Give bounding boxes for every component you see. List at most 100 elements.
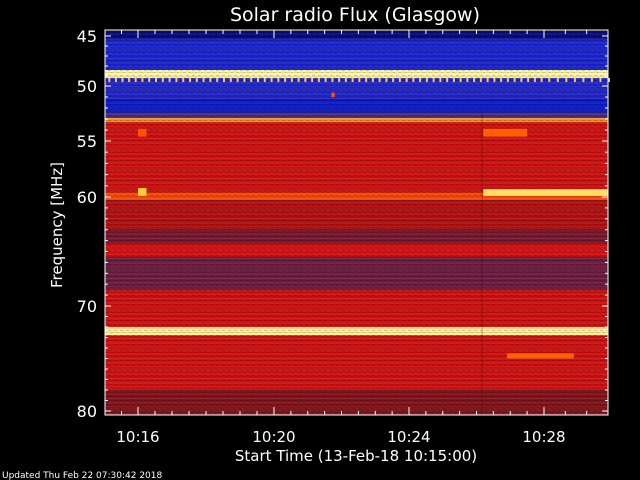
interference-spike [540,78,543,82]
interference-spike [114,78,117,82]
interference-spike [257,78,259,82]
interference-spike [446,78,449,82]
x-tick-label: 10:16 [116,428,159,446]
interference-spike [250,78,253,82]
interference-spike [573,78,576,82]
interference-spike [202,78,205,82]
interference-spike [533,78,536,82]
y-axis: 45 50 55 60 70 80 [77,27,608,421]
y-tick-label: 60 [77,188,97,207]
interference-spike [223,78,225,82]
interference-spike [486,78,489,82]
y-tick-label: 50 [77,77,97,96]
interference-spike [479,78,482,82]
interference-spike [128,78,131,82]
interference-spike [216,78,219,82]
interference-spike [452,78,455,82]
interference-spike [405,78,408,82]
update-footer: Updated Thu Feb 22 07:30:42 2018 [2,471,163,480]
plot-frame [104,29,609,416]
interference-spike [148,78,151,82]
interference-spike [565,78,568,82]
interference-spike [195,78,198,82]
interference-spike [358,78,361,82]
interference-spike [425,78,428,82]
interference-spike [175,78,178,82]
interference-spike [338,78,341,82]
interference-spike [548,78,551,82]
interference-spike [141,78,144,82]
y-tick-label: 45 [77,27,97,46]
chart-title: Solar radio Flux (Glasgow) [230,4,480,26]
spectrum-feature-1 [483,128,528,137]
interference-spike [459,78,462,82]
interference-spike [351,78,354,82]
interference-spike [284,78,287,82]
interference-spike [270,78,273,82]
interference-spike [590,78,593,82]
x-tick-label: 10:20 [252,428,295,446]
interference-spike [513,78,516,82]
interference-spike [311,78,314,82]
interference-spike [209,78,212,82]
interference-spike [243,78,246,82]
interference-spike [466,78,469,82]
x-axis-label: Start Time (13-Feb-18 10:15:00) [235,447,477,465]
spectrum-feature-4 [138,128,147,137]
interference-spike [493,78,496,82]
interference-spike [385,78,388,82]
spectrum-feature-5 [331,92,335,97]
interference-spike [155,78,157,82]
interference-spike [290,78,293,82]
interference-spike [365,78,368,82]
interference-spike [277,78,280,82]
interference-spike [527,78,530,82]
interference-spike [161,78,164,82]
interference-spike [500,78,503,82]
interference-spike [134,78,137,82]
interference-spike [398,78,401,82]
interference-spike [168,78,171,82]
spectrum-feature-2 [506,353,574,359]
spectrum-feature-3 [138,188,147,196]
interference-spike [371,78,374,82]
interference-spike [324,78,327,82]
interference-spike [582,78,585,82]
interference-spike [108,78,111,82]
interference-spike [229,78,232,82]
y-tick-label: 80 [77,402,97,421]
interference-spike [432,78,435,82]
interference-spike [506,78,509,82]
interference-spike [189,78,191,82]
spectrum-feature-0 [483,189,608,196]
interference-spike [439,78,442,82]
interference-spike [344,78,347,82]
x-tick-label: 10:24 [387,428,430,446]
interference-spike [378,78,381,82]
interference-spike [556,78,559,82]
y-tick-label: 70 [77,297,97,316]
y-tick-label: 55 [77,132,97,151]
interference-spike [236,78,239,82]
interference-spike [304,78,307,82]
interference-spike [121,78,124,82]
interference-spike [331,78,334,82]
interference-spike [608,78,610,82]
time-discontinuity [481,112,483,416]
interference-spike [263,78,266,82]
interference-spike [419,78,422,82]
interference-spike [392,78,395,82]
interference-spike [182,78,185,82]
interference-spike [317,78,320,82]
interference-spike [412,78,415,82]
y-axis-label: Frequency [MHz] [48,162,66,288]
interference-spike [297,78,300,82]
interference-spike [473,78,476,82]
spectrum-noise [105,30,608,415]
plot-area [105,30,610,416]
x-axis: 10:16 10:20 10:24 10:28 [116,30,588,446]
x-tick-label: 10:28 [522,428,565,446]
interference-spike [599,78,602,82]
interference-spike [520,78,523,82]
